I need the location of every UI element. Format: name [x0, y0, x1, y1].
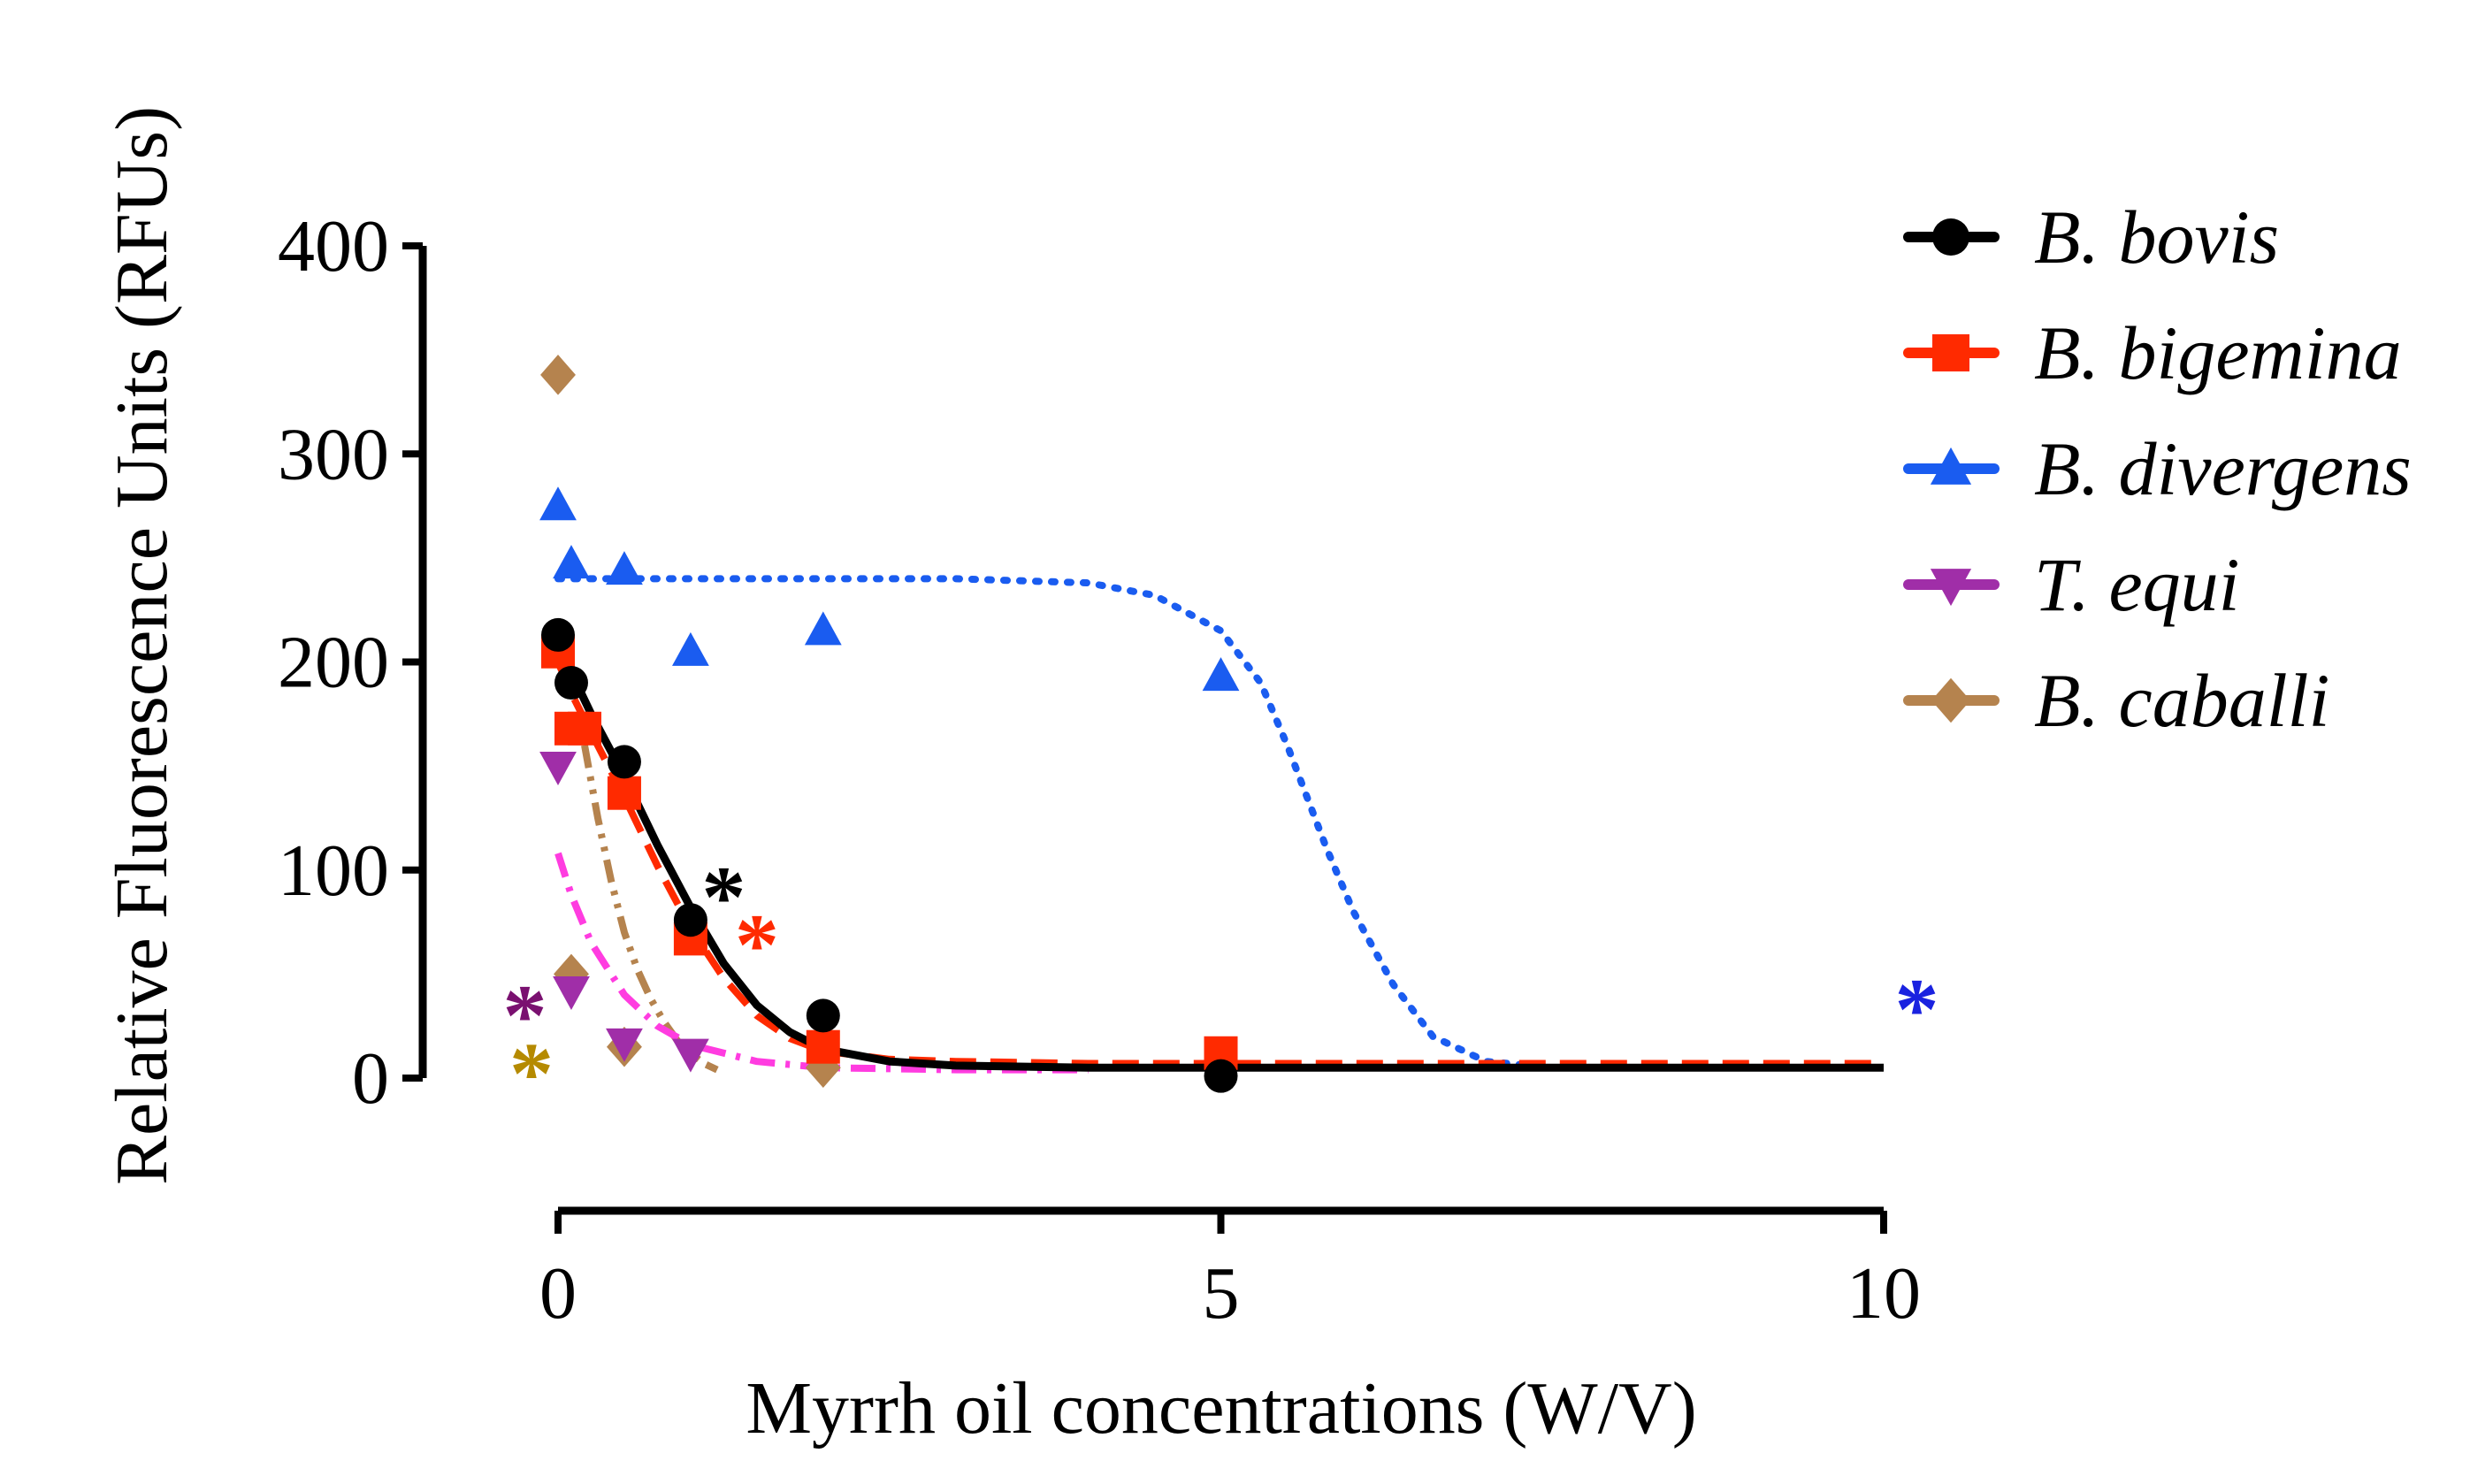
b-caballi-point	[805, 1047, 841, 1089]
b-bigemina-point	[806, 1029, 840, 1064]
legend-item-b-divergens: B. divergens	[1903, 426, 2412, 511]
b-divergens-point	[672, 631, 709, 666]
x-tick-label: 10	[1847, 1252, 1921, 1335]
legend-label: T. equi	[2034, 542, 2240, 627]
legend-item-b-caballi: B. caballi	[1903, 658, 2329, 743]
b-divergens-point	[1202, 657, 1240, 692]
b-bigemina-point	[607, 776, 641, 810]
t-equi-point	[539, 751, 577, 785]
y-axis: 0 100 200 300 400	[278, 205, 427, 1120]
x-axis: 0 5 10	[539, 1206, 1921, 1335]
y-tick-label: 0	[352, 1037, 389, 1120]
legend-marker	[1932, 218, 1969, 256]
t-equi-point	[672, 1038, 709, 1073]
t-equi-point	[606, 1028, 643, 1062]
legend-item-t-equi: T. equi	[1903, 542, 2240, 627]
y-axis-title: Relative Fluorescence Units (RFUs)	[101, 106, 183, 1185]
significance-asterisk: *	[701, 847, 746, 945]
b-bovis-point	[607, 745, 641, 779]
legend-item-b-bigemina: B. bigemina	[1903, 310, 2402, 395]
significance-annotations: *****	[503, 847, 1939, 1122]
b-bovis-point	[541, 617, 575, 652]
b-divergens-point	[606, 551, 643, 585]
b-bigemina-point	[567, 711, 601, 746]
b-divergens-fit-line	[554, 575, 1887, 1072]
legend-marker	[1930, 447, 1972, 485]
legend: B. bovis B. bigemina B. divergens T. equi B.…	[1903, 195, 2412, 743]
x-tick-label: 5	[1203, 1252, 1240, 1335]
legend-marker	[1930, 569, 1972, 607]
y-tick-label: 200	[278, 622, 389, 704]
significance-asterisk: *	[1894, 960, 1939, 1058]
legend-label: B. divergens	[2034, 426, 2412, 511]
fit-curves	[554, 575, 1887, 1074]
y-tick-label: 100	[278, 830, 389, 912]
significance-asterisk: *	[503, 966, 547, 1064]
legend-label: B. bigemina	[2034, 310, 2402, 395]
b-divergens-point	[804, 611, 842, 646]
b-bovis-fit-line	[554, 633, 1884, 1072]
significance-asterisk: *	[735, 895, 779, 993]
x-tick-label: 0	[539, 1252, 577, 1335]
t-equi-point	[553, 976, 590, 1011]
b-divergens-point	[553, 545, 590, 579]
t-equi-fit-line	[554, 852, 1089, 1074]
legend-marker	[1932, 334, 1969, 371]
y-tick-label: 300	[278, 413, 389, 495]
legend-item-b-bovis: B. bovis	[1903, 195, 2279, 279]
b-bigemina-fit-line	[554, 660, 1884, 1067]
plot-area: *****	[503, 355, 1939, 1122]
data-points	[539, 355, 1240, 1093]
b-bovis-point	[554, 666, 588, 700]
legend-marker	[1931, 677, 1971, 723]
legend-label: B. caballi	[2034, 658, 2329, 743]
b-bovis-point	[1204, 1059, 1238, 1093]
b-divergens-point	[539, 486, 577, 521]
x-axis-title: Myrrh oil concentrations (W/V)	[746, 1367, 1696, 1450]
y-tick-label: 400	[278, 205, 389, 287]
b-bovis-point	[806, 998, 840, 1033]
significance-asterisk: *	[509, 1024, 554, 1122]
b-bovis-point	[673, 903, 707, 937]
legend-label: B. bovis	[2034, 195, 2279, 279]
b-caballi-point	[540, 355, 576, 395]
